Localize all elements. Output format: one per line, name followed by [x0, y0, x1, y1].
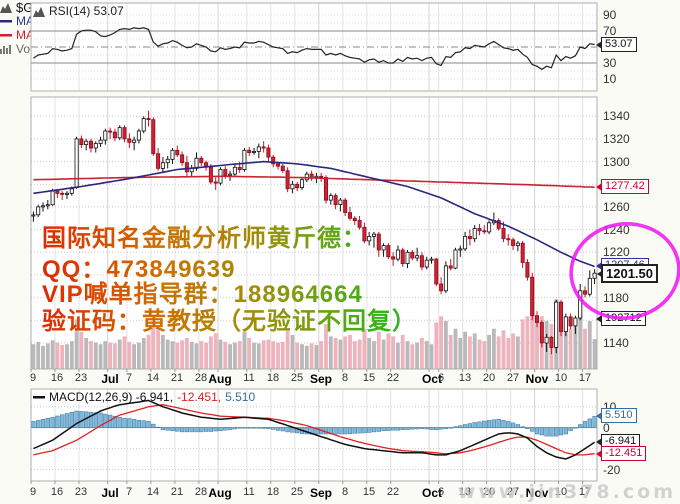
x-tick-label: 21 [170, 486, 184, 498]
x-tick-label: 9 [29, 486, 37, 498]
price-axis-label: 1140 [603, 336, 629, 350]
x-tick-label: 23 [74, 486, 88, 498]
macd-line [33, 399, 596, 460]
ad-overlay-line-2: QQ：473849639 [42, 249, 235, 284]
x-tick-label: 10 [554, 372, 568, 384]
rsi-legend-text: RSI(14) 53.07 [49, 4, 124, 18]
x-tick-label: 18 [266, 486, 280, 498]
x-tick-label: 15 [362, 372, 376, 384]
x-axis-macd: 9 16 23 Jul 7 14 21 28 Aug 11 18 25 Sep 8 15 22 Oct 6 13 20… [0, 484, 680, 500]
ad-overlay-line-4: 验证码：黄教授（无验证不回复） [42, 301, 417, 336]
x-tick-label: Aug [208, 372, 232, 386]
x-axis-main: 9 16 23 Jul 7 14 21 28 Aug 11 18 25 Sep 8 15 22 Oct 6 13 20… [0, 370, 680, 386]
price-value-tag: 1277.42 [596, 179, 649, 194]
candlestick-series [31, 110, 597, 355]
x-tick-label: Oct [421, 372, 443, 386]
x-tick-label: 14 [146, 486, 160, 498]
ad-overlay-line-1: 国际知名金融分析师黄斤德： [42, 218, 367, 253]
macd-line-icon [33, 396, 45, 399]
x-tick-label: 28 [194, 372, 208, 384]
x-tick-label: 25 [290, 372, 304, 384]
x-tick-label: 27 [506, 486, 520, 498]
x-tick-label: Jul [101, 372, 119, 386]
price-axis-label: 1180 [603, 291, 629, 305]
x-tick-label: 13 [458, 372, 472, 384]
price-value-tag: 1201.50 [597, 264, 658, 283]
macd-axis-label: -20 [603, 463, 621, 477]
rsi-line [33, 27, 595, 71]
horizontal-grid [31, 14, 597, 470]
x-tick-label: Sep [309, 372, 333, 386]
area-chart-icon [0, 3, 12, 13]
x-tick-label: Nov [525, 486, 549, 500]
x-tick-label: 18 [266, 372, 280, 384]
rsi-legend: RSI(14) 53.07 [33, 4, 124, 18]
volume-bars-icon [0, 45, 11, 54]
x-tick-label: 6 [437, 486, 445, 498]
rsi-axis-label: 30 [603, 56, 617, 70]
x-tick-label: Nov [525, 372, 549, 386]
x-tick-label: 11 [243, 486, 255, 498]
ma200-line [33, 175, 595, 188]
x-tick-label: 21 [170, 372, 184, 384]
x-tick-label: Oct [421, 486, 443, 500]
price-axis-label: 1220 [603, 245, 630, 259]
x-tick-label: 7 [125, 486, 133, 498]
macd-legend: MACD(12,26,9) -6.941, -12.451, 5.510 [33, 390, 255, 404]
x-tick-label: 16 [50, 486, 64, 498]
rsi-axis-label: 70 [603, 24, 617, 38]
x-tick-label: Sep [309, 486, 333, 500]
x-tick-label: 13 [458, 486, 472, 498]
x-tick-label: 8 [341, 372, 349, 384]
macd-axis-label: 0 [603, 421, 610, 435]
x-tick-label: 15 [362, 486, 376, 498]
price-axis-label: 1300 [603, 155, 630, 169]
ad-overlay-line-3: VIP喊单指导群：188964664 [42, 274, 363, 309]
x-tick-label: 16 [50, 372, 64, 384]
x-tick-label: 11 [243, 372, 255, 384]
ma200-line-icon [0, 34, 12, 37]
watermark: www.jin378.com [457, 481, 676, 503]
price-value-tag: 192712 [596, 311, 646, 326]
ma50-line-icon [0, 20, 12, 23]
macd-legend-text: MACD(12,26,9) -6.941, [49, 390, 174, 404]
rsi-value-tag: 53.07 [596, 37, 637, 52]
x-tick-label: 23 [74, 372, 88, 384]
price-axis-label: 1320 [603, 132, 630, 146]
x-tick-label: 17 [578, 486, 592, 498]
x-tick-label: 25 [290, 486, 304, 498]
x-tick-label: 10 [554, 486, 568, 498]
x-tick-label: 9 [29, 372, 37, 384]
x-tick-label: 20 [482, 486, 496, 498]
x-tick-label: Aug [208, 486, 232, 500]
x-tick-label: 6 [437, 372, 445, 384]
x-tick-label: Jul [101, 486, 119, 500]
rsi-axis-label: 90 [603, 8, 617, 22]
ma50-line [33, 160, 595, 268]
x-tick-label: 8 [341, 486, 349, 498]
macd-value-tag: 5.510 [596, 408, 637, 423]
x-tick-label: 27 [506, 372, 520, 384]
price-axis-label: 1240 [603, 223, 630, 237]
rsi-axis-label: 10 [603, 72, 617, 86]
macd-signal-value: -12.451, [177, 390, 222, 404]
price-axis-label: 1340 [603, 109, 630, 123]
macd-value-tag: -12.451 [595, 446, 647, 461]
x-tick-label: 22 [386, 372, 400, 384]
x-tick-label: 17 [578, 372, 592, 384]
price-axis-label: 1260 [603, 200, 630, 214]
x-tick-label: 7 [125, 372, 133, 384]
x-tick-label: 22 [386, 486, 400, 498]
macd-hist-value: 5.510 [225, 390, 256, 404]
x-tick-label: 20 [482, 372, 496, 384]
x-tick-label: 28 [194, 486, 208, 498]
x-tick-label: 14 [146, 372, 160, 384]
area-chart-icon [33, 7, 45, 17]
signal-line [33, 404, 595, 456]
